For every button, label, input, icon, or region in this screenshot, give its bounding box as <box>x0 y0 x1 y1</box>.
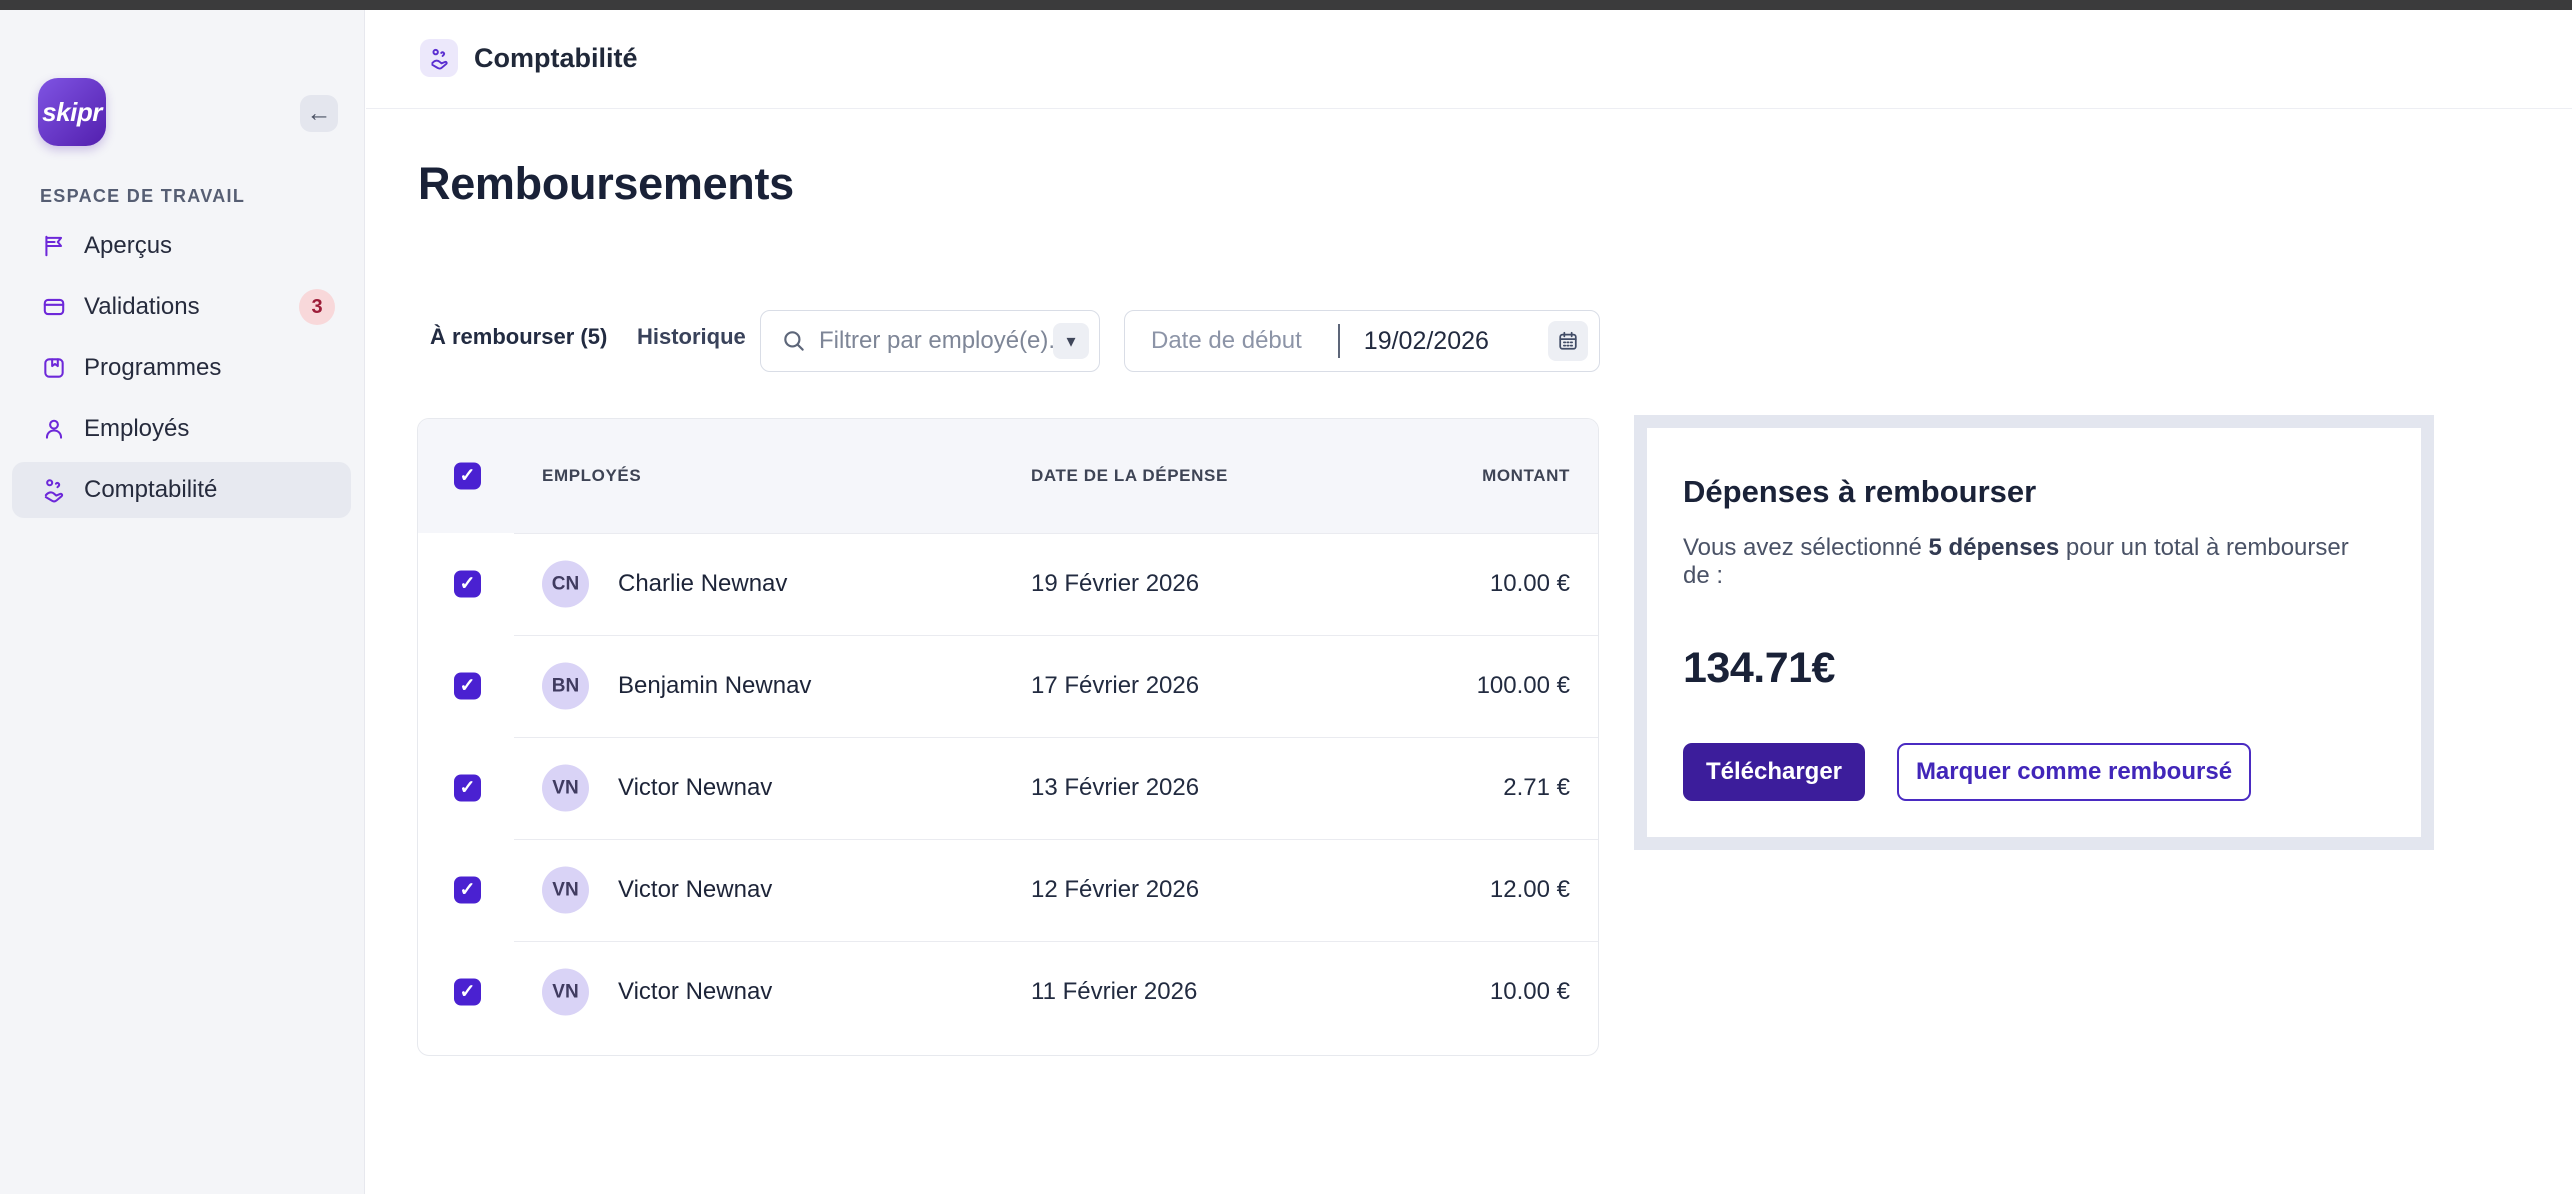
summary-selected-prefix: Vous avez sélectionné <box>1683 534 1922 561</box>
expense-date: 11 Février 2026 <box>1031 978 1198 1005</box>
sidebar-collapse-button[interactable]: ← <box>300 95 338 132</box>
table-row: ✓ BN Benjamin Newnav 17 Février 2026 100… <box>418 635 1598 737</box>
expenses-table: ✓ EMPLOYÉS DATE DE LA DÉPENSE MONTANT ✓ … <box>417 418 1599 1056</box>
sidebar-item-apercus[interactable]: Aperçus <box>12 218 351 274</box>
column-header-montant: MONTANT <box>1482 466 1570 485</box>
hand-coin-icon <box>40 476 68 504</box>
select-all-checkbox[interactable]: ✓ <box>454 462 481 490</box>
employee-filter[interactable]: ▾ <box>760 310 1100 372</box>
validations-count-badge: 3 <box>299 289 335 325</box>
tab-a-rembourser[interactable]: À rembourser (5) <box>430 324 608 349</box>
sidebar-item-label: Comptabilité <box>84 476 218 503</box>
table-row: ✓ VN Victor Newnav 11 Février 2026 10.00… <box>418 941 1598 1043</box>
reimbursement-summary-panel: Dépenses à rembourser Vous avez sélectio… <box>1634 415 2434 850</box>
search-icon <box>784 331 804 351</box>
sidebar-item-label: Employés <box>84 415 190 442</box>
person-icon <box>40 415 68 443</box>
sidebar-nav: Aperçus Validations 3 Programmes <box>12 218 351 518</box>
avatar: VN <box>542 866 589 914</box>
avatar: BN <box>542 662 589 710</box>
table-header-row: ✓ EMPLOYÉS DATE DE LA DÉPENSE MONTANT <box>418 419 1598 533</box>
employee-name: Victor Newnav <box>618 978 773 1005</box>
calendar-icon-button[interactable] <box>1548 321 1588 361</box>
column-header-employes: EMPLOYÉS <box>542 466 642 485</box>
check-icon: ✓ <box>459 777 476 799</box>
employee-name: Victor Newnav <box>618 876 773 903</box>
sidebar-item-programmes[interactable]: Programmes <box>12 340 351 396</box>
row-checkbox[interactable]: ✓ <box>454 978 481 1006</box>
expense-date: 19 Février 2026 <box>1031 570 1200 597</box>
program-box-icon <box>40 354 68 382</box>
check-icon: ✓ <box>459 675 476 697</box>
breadcrumb-label: Comptabilité <box>474 42 638 73</box>
sidebar-item-comptabilite[interactable]: Comptabilité <box>12 462 351 518</box>
check-icon: ✓ <box>459 465 476 487</box>
employee-name: Victor Newnav <box>618 774 773 801</box>
topbar: Comptabilité <box>366 10 2572 109</box>
avatar: CN <box>542 560 589 608</box>
row-checkbox[interactable]: ✓ <box>454 876 481 904</box>
date-filter-value[interactable]: 19/02/2026 <box>1363 326 1489 355</box>
table-row: ✓ VN Victor Newnav 12 Février 2026 12.00… <box>418 839 1598 941</box>
employee-filter-input[interactable] <box>819 327 1053 355</box>
expense-date: 12 Février 2026 <box>1031 876 1200 903</box>
summary-selected-count: 5 dépenses <box>1928 534 2060 561</box>
avatar: VN <box>542 968 589 1016</box>
tab-historique[interactable]: Historique <box>637 324 746 349</box>
download-button[interactable]: Télécharger <box>1683 743 1865 801</box>
sidebar-item-label: Programmes <box>84 354 222 381</box>
breadcrumb: Comptabilité <box>420 39 638 77</box>
summary-title: Dépenses à rembourser <box>1683 474 2037 509</box>
expense-date: 13 Février 2026 <box>1031 774 1200 801</box>
date-separator <box>1337 324 1340 358</box>
expense-date: 17 Février 2026 <box>1031 672 1200 699</box>
skipr-logo[interactable]: skipr <box>38 78 106 146</box>
row-checkbox[interactable]: ✓ <box>454 672 481 700</box>
expense-amount: 2.71 € <box>1503 774 1570 801</box>
avatar: VN <box>542 764 589 812</box>
expense-amount: 10.00 € <box>1489 570 1570 597</box>
calendar-icon <box>1559 331 1577 350</box>
summary-selected-line: Vous avez sélectionné 5 dépenses pour un… <box>1683 534 2381 590</box>
skipr-logo-text: skipr <box>42 96 102 127</box>
mark-reimbursed-button[interactable]: Marquer comme remboursé <box>1897 743 2251 801</box>
breadcrumb-icon-box <box>420 39 458 77</box>
sidebar: skipr ← ESPACE DE TRAVAIL Aperçus <box>0 10 365 1194</box>
expense-amount: 12.00 € <box>1489 876 1570 903</box>
employee-name: Benjamin Newnav <box>618 672 812 699</box>
sidebar-item-label: Validations <box>84 293 200 320</box>
table-row: ✓ VN Victor Newnav 13 Février 2026 2.71 … <box>418 737 1598 839</box>
workspace-section-label: ESPACE DE TRAVAIL <box>40 186 246 206</box>
summary-actions: Télécharger Marquer comme remboursé <box>1683 743 2381 801</box>
sidebar-item-label: Aperçus <box>84 232 173 259</box>
table-row: ✓ CN Charlie Newnav 19 Février 2026 10.0… <box>418 533 1598 635</box>
expense-amount: 100.00 € <box>1476 672 1570 699</box>
sidebar-item-employes[interactable]: Employés <box>12 401 351 457</box>
hand-coin-icon <box>430 48 448 69</box>
page-title: Remboursements <box>418 158 794 209</box>
date-filter-label: Date de début <box>1151 327 1302 354</box>
employee-name: Charlie Newnav <box>618 570 788 597</box>
check-icon: ✓ <box>459 879 476 901</box>
summary-total-amount: 134.71€ <box>1683 644 1835 692</box>
row-checkbox[interactable]: ✓ <box>454 774 481 802</box>
expense-amount: 10.00 € <box>1489 978 1570 1005</box>
card-wallet-icon <box>40 293 68 321</box>
overview-flag-icon <box>40 232 68 260</box>
check-icon: ✓ <box>459 573 476 595</box>
window-top-strip <box>0 0 2572 10</box>
chevron-down-icon[interactable]: ▾ <box>1053 323 1089 359</box>
back-arrow-icon: ← <box>306 99 332 127</box>
start-date-filter[interactable]: Date de début 19/02/2026 <box>1124 310 1600 372</box>
row-checkbox[interactable]: ✓ <box>454 570 481 598</box>
check-icon: ✓ <box>459 981 476 1003</box>
summary-selected-suffix: pour un total à rembourser de : <box>1683 534 2349 589</box>
column-header-date: DATE DE LA DÉPENSE <box>1031 466 1228 485</box>
sidebar-item-validations[interactable]: Validations 3 <box>12 279 351 335</box>
